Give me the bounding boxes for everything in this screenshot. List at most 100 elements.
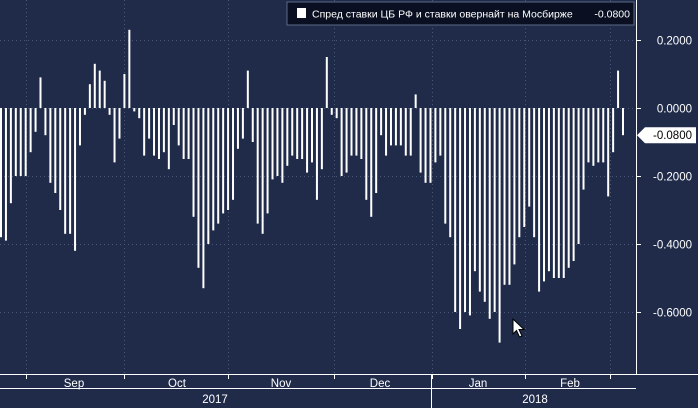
bar [14,108,17,176]
bar [464,108,467,312]
bar [266,108,269,214]
x-tick-label-month: Jan [469,378,488,390]
bar [143,108,146,156]
bar [335,108,338,119]
bar [24,108,27,176]
bar [59,108,62,210]
bar [478,108,481,292]
x-tick-label-year: 2018 [522,394,548,406]
bar [103,80,106,108]
bar [434,108,437,163]
bar [380,108,383,136]
bar [78,108,81,146]
bar [153,108,156,156]
bar [375,108,378,193]
bar [602,108,605,163]
bar [64,108,67,234]
bar [197,108,200,268]
bar [83,108,86,115]
bar [306,108,309,173]
bar [34,108,37,132]
bar [138,108,141,119]
bar [345,108,348,173]
legend-label: Спред ставки ЦБ РФ и ставки овернайт на … [312,9,573,21]
bar [473,108,476,272]
bar [612,108,615,153]
bar [39,77,42,108]
bar [172,108,175,125]
last-value-tag-label: -0.0800 [653,130,692,142]
legend: Спред ставки ЦБ РФ и ставки овернайт на … [286,1,635,26]
bar [207,108,210,244]
bar [449,108,452,238]
bar [202,108,205,289]
bar [454,108,457,312]
bar [518,108,521,238]
x-tick-label-month: Oct [168,378,187,390]
bar [419,108,422,173]
x-tick-label-month: Feb [560,378,580,390]
bar [29,108,32,153]
bar [429,108,432,183]
bar [177,108,180,146]
bar [281,108,284,183]
bar [592,108,595,166]
bar [157,108,160,159]
bar [271,108,274,180]
bar [547,108,550,272]
bar [523,108,526,227]
bar [9,108,12,204]
bar [286,108,289,166]
bar [414,94,417,108]
bar [597,108,600,163]
bar [513,108,516,265]
bar [276,108,279,176]
x-tick-label-month: Dec [370,378,391,390]
bar-series [0,29,624,343]
bar [622,108,624,136]
legend-box [286,1,635,26]
bar [182,108,185,159]
bar [617,70,620,108]
bar [503,108,506,285]
bar [582,108,585,190]
x-tick-label-month: Sep [64,378,84,390]
bar [468,108,471,316]
bar [607,108,610,197]
bar [212,108,215,231]
bar [528,108,531,207]
bar [118,108,121,139]
mouse-cursor-icon [512,317,526,338]
bar [493,108,496,312]
bar [533,108,536,238]
bar [587,108,590,163]
x-tick-label-year: 2017 [202,394,228,406]
bar [49,108,52,183]
bar [355,108,358,156]
x-tick-label-month: Nov [271,378,292,390]
bar [483,108,486,302]
bar [123,74,126,108]
bar [399,108,402,146]
bar [365,108,368,200]
bar [167,108,170,170]
bar [241,108,244,139]
bar [311,108,313,163]
bar [572,108,575,261]
bar [543,108,546,282]
bar [508,108,511,285]
bar [557,108,560,278]
bar [567,108,570,268]
bar [232,108,235,200]
bar [251,108,254,142]
bar [439,108,442,156]
bar [577,108,580,244]
last-value-tag: -0.0800 [637,127,696,144]
bar [113,108,116,163]
bar [256,108,259,224]
bar [320,108,323,170]
